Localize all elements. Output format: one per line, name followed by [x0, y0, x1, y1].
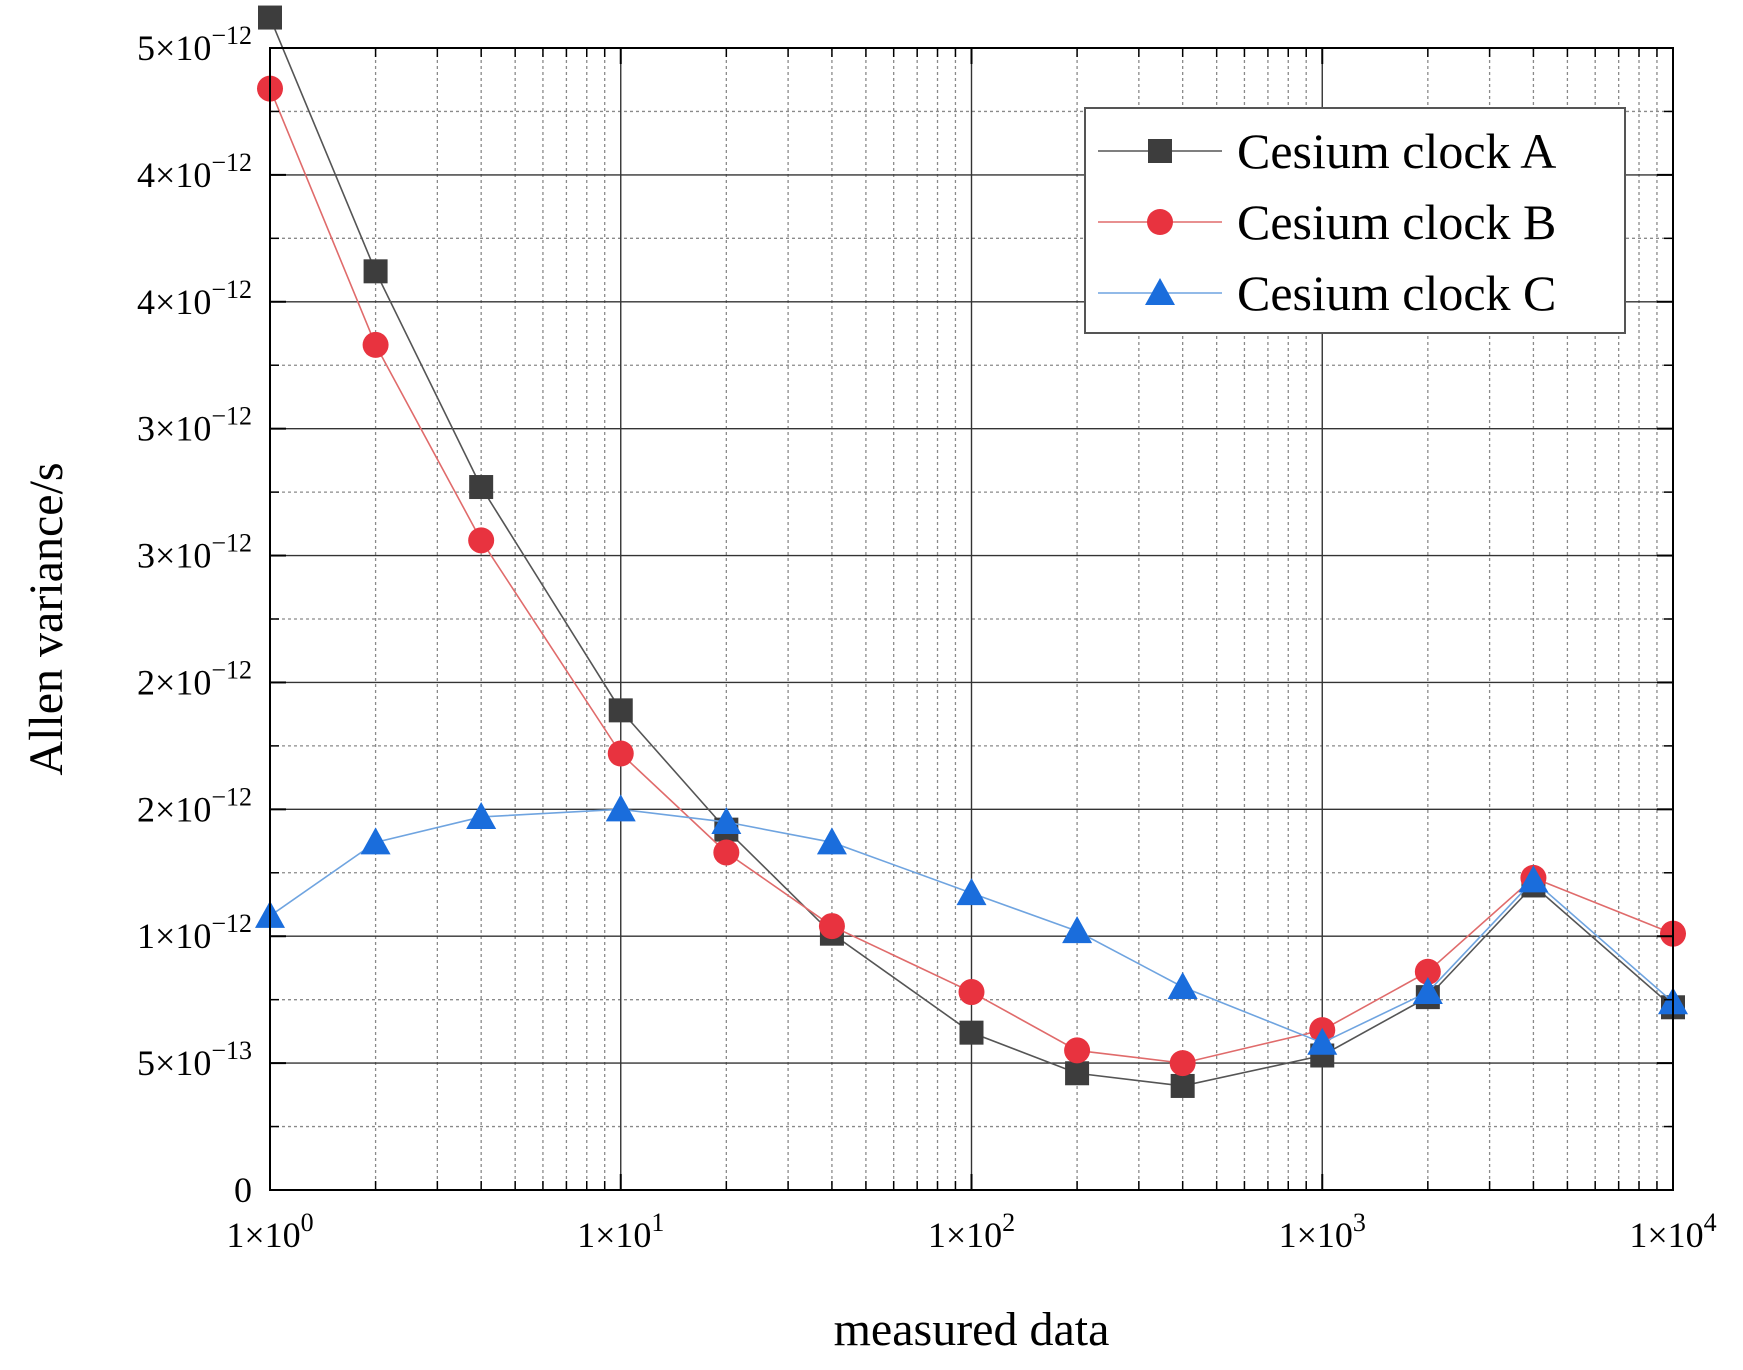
- data-point: [363, 259, 388, 284]
- y-tick-label: 4×10−12: [137, 148, 252, 195]
- legend: Cesium clock A Cesium clock B Cesium clock…: [1084, 107, 1626, 334]
- series-layer: [255, 5, 1688, 1098]
- data-point: [258, 5, 282, 30]
- x-tick-label: 1×103: [1279, 1208, 1366, 1255]
- legend-label: Cesium clock A: [1237, 123, 1556, 179]
- y-axis-title: Allen variance/s: [20, 462, 73, 775]
- data-point: [713, 839, 740, 866]
- series-cesium-clock-c: [255, 794, 1688, 1055]
- legend-item: Cesium clock B: [1098, 194, 1556, 250]
- data-point: [711, 807, 742, 835]
- y-tick-label: 1×10−12: [137, 909, 252, 956]
- data-point: [608, 698, 633, 723]
- data-point: [1062, 916, 1093, 944]
- x-tick-label: 1×100: [226, 1208, 313, 1255]
- triangle-marker-icon: [1145, 278, 1175, 305]
- data-point: [1064, 1037, 1091, 1064]
- data-point: [958, 979, 985, 1006]
- x-tick-label: 1×102: [928, 1208, 1015, 1255]
- data-point: [469, 475, 494, 500]
- y-tick-label: 0: [234, 1170, 252, 1210]
- legend-box: [1084, 107, 1626, 334]
- data-point: [1412, 977, 1443, 1005]
- minor-grid: [270, 48, 1673, 1190]
- x-axis-title: measured data: [834, 1303, 1110, 1356]
- legend-label: Cesium clock B: [1237, 194, 1556, 250]
- data-point: [1518, 865, 1549, 893]
- circle-marker-icon: [1147, 209, 1173, 235]
- series-cesium-clock-b: [257, 75, 1686, 1077]
- legend-item: Cesium clock C: [1098, 265, 1556, 321]
- y-tick-label: 2×10−12: [137, 655, 252, 702]
- x-tick-label: 1×101: [577, 1208, 664, 1255]
- square-marker-icon: [1148, 139, 1172, 163]
- legend-item: Cesium clock A: [1098, 123, 1556, 179]
- y-tick-label: 3×10−12: [137, 529, 252, 576]
- data-point: [468, 527, 495, 554]
- data-point: [466, 801, 497, 829]
- data-point: [360, 827, 391, 855]
- x-axis-tick-labels: 1×100 1×101 1×102 1×103 1×104: [226, 1208, 1716, 1255]
- data-point: [956, 878, 987, 906]
- y-tick-label: 5×10−12: [137, 21, 252, 68]
- data-point: [605, 794, 636, 822]
- data-point: [1414, 958, 1441, 985]
- data-point: [1307, 1027, 1338, 1055]
- data-point: [362, 331, 389, 358]
- data-point: [1167, 971, 1198, 999]
- data-point: [1065, 1061, 1090, 1086]
- x-tick-label: 1×104: [1629, 1208, 1716, 1255]
- axis-ticks: [269, 47, 1674, 1191]
- y-tick-label: 4×10−12: [137, 275, 252, 322]
- y-tick-label: 5×10−13: [137, 1036, 252, 1083]
- y-axis-tick-labels: 0 5×10−13 1×10−12 2×10−12 2×10−12 3×10−12 3×10…: [137, 21, 252, 1210]
- legend-label: Cesium clock C: [1237, 265, 1556, 321]
- data-point: [607, 740, 634, 767]
- y-tick-label: 3×10−12: [137, 402, 252, 449]
- data-point: [818, 913, 845, 940]
- y-tick-label: 2×10−12: [137, 782, 252, 829]
- data-point: [959, 1020, 984, 1045]
- data-point: [816, 827, 847, 855]
- data-point: [1170, 1073, 1195, 1098]
- data-point: [1169, 1050, 1196, 1077]
